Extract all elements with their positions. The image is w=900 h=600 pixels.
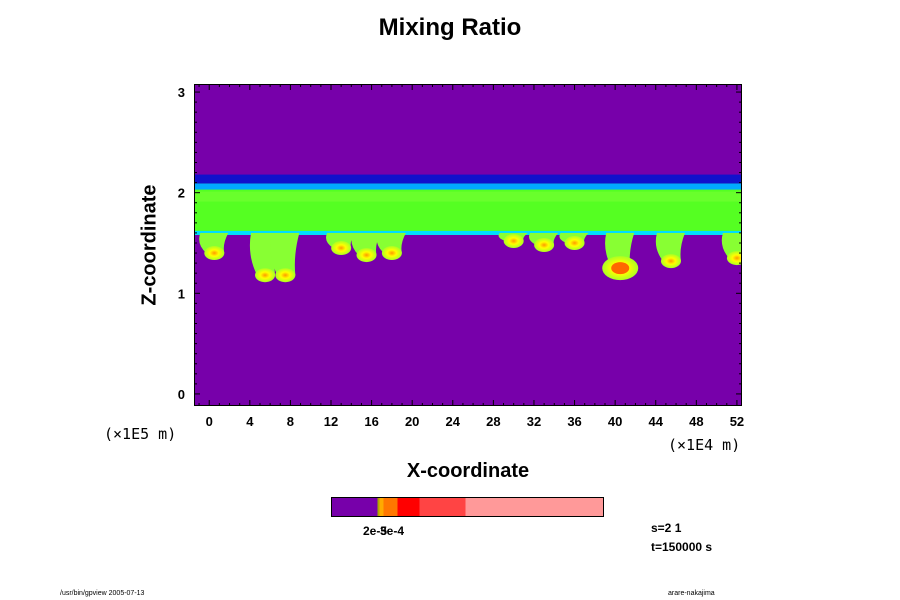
plume-head — [275, 268, 296, 283]
plume-head — [534, 238, 555, 252]
footer-author: arare-nakajima — [668, 590, 715, 597]
x-axis-label: X-coordinate — [406, 460, 530, 482]
plume — [351, 232, 381, 263]
mixing-layer — [194, 174, 742, 235]
x-tick-label: 28 — [486, 414, 500, 429]
plume — [199, 232, 229, 261]
plot-area — [194, 84, 742, 406]
x-tick-label: 0 — [206, 414, 213, 429]
plume-head — [660, 254, 681, 269]
footer-command: /usr/bin/gpview 2005-07-13 — [60, 590, 145, 597]
plume-head — [255, 268, 276, 283]
step-info: s=2 1 — [651, 521, 682, 535]
plume — [528, 232, 559, 252]
plume — [376, 232, 406, 261]
x-tick-label: 32 — [527, 414, 541, 429]
time-info: t=150000 s — [651, 540, 713, 554]
y-tick-label: 2 — [178, 186, 185, 201]
plume-head — [381, 246, 402, 261]
y-tick-label: 1 — [178, 286, 185, 301]
x-tick-label: 36 — [567, 414, 581, 429]
x-tick-label: 8 — [287, 414, 294, 429]
x-tick-label: 40 — [608, 414, 622, 429]
plume-head — [726, 251, 742, 266]
plume — [326, 232, 356, 256]
colorbar-segment — [331, 497, 378, 517]
layer-bottom-edge — [194, 230, 742, 235]
x-tick-label: 44 — [649, 414, 664, 429]
colorbar-label: 2e-5 — [363, 524, 387, 538]
colorbar: 2e-53e-4 — [331, 497, 604, 538]
x-tick-label: 24 — [446, 414, 461, 429]
layer-top-edge — [194, 174, 742, 184]
y-tick-label: 0 — [178, 387, 185, 402]
y-tick-label: 3 — [178, 85, 185, 100]
colorbar-segment — [379, 497, 384, 517]
plot-frame — [194, 84, 742, 406]
plume-head — [564, 235, 585, 250]
x-axis-scale-note: (×1E4 m) — [668, 436, 741, 454]
plume-group — [199, 232, 742, 283]
plume — [270, 232, 300, 283]
y-axis-label: Z-coordinate — [138, 184, 161, 306]
colorbar-label: 3e-4 — [380, 524, 404, 538]
x-tick-label: 4 — [246, 414, 254, 429]
plume-head — [331, 241, 352, 256]
plume — [559, 232, 589, 250]
layer-top-gradient — [194, 183, 742, 190]
plume — [655, 232, 685, 269]
plume-core — [611, 262, 630, 275]
plume-stem — [270, 232, 300, 282]
x-tick-label: 48 — [689, 414, 703, 429]
plume — [721, 232, 742, 266]
x-tick-label: 20 — [405, 414, 419, 429]
x-tick-label: 12 — [324, 414, 338, 429]
colorbar-segment — [419, 497, 466, 517]
plume — [498, 232, 528, 248]
colorbar-segment — [465, 497, 604, 517]
colorbar-segment — [377, 497, 380, 517]
plume — [602, 232, 639, 281]
chart-title: Mixing Ratio — [378, 14, 522, 41]
plume-head — [204, 246, 225, 261]
colorbar-segment — [397, 497, 420, 517]
x-tick-label: 16 — [364, 414, 378, 429]
colorbar-segment — [383, 497, 398, 517]
x-tick-label: 52 — [730, 414, 744, 429]
colorbar-frame — [331, 497, 604, 517]
y-axis-scale-note: (×1E5 m) — [104, 425, 177, 443]
layer-inner-band — [194, 191, 742, 202]
plume-head — [503, 233, 524, 248]
plume-head — [356, 248, 377, 263]
